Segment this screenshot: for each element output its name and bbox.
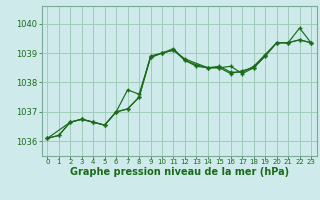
X-axis label: Graphe pression niveau de la mer (hPa): Graphe pression niveau de la mer (hPa) bbox=[70, 167, 289, 177]
